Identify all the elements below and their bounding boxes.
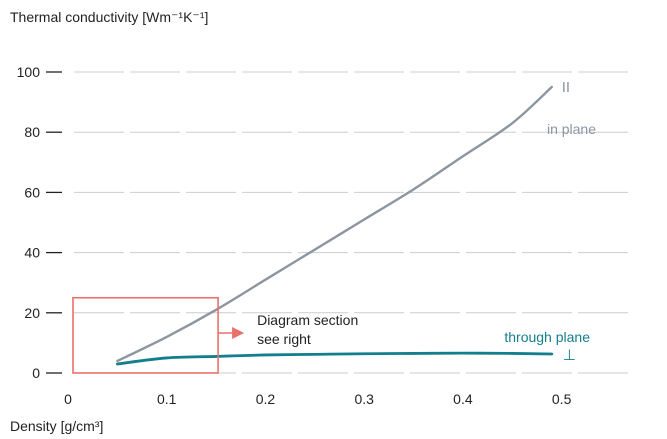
series-symbol: II <box>562 79 570 96</box>
x-tick-label: 0.3 <box>354 391 374 407</box>
annotation-group: Diagram section see right <box>72 296 358 374</box>
x-tick-label: 0.5 <box>552 391 572 407</box>
annotation-text-line1: Diagram section <box>257 312 358 328</box>
y-tick-label: 80 <box>24 124 40 140</box>
y-tick-label: 0 <box>32 365 40 381</box>
series-symbol: ⊥ <box>563 347 576 364</box>
y-tick-label: 100 <box>17 64 41 80</box>
x-axis-label: Density [g/cm³] <box>10 418 103 434</box>
grid <box>74 71 631 374</box>
x-tick-label: 0.2 <box>256 391 276 407</box>
y-axis-label: Thermal conductivity [Wm⁻¹K⁻¹] <box>10 9 208 25</box>
annotation-text-line2: see right <box>257 331 311 347</box>
annotation-box <box>72 296 219 374</box>
x-tick-label: 0.4 <box>453 391 473 407</box>
x-tick-label: 0.1 <box>157 391 177 407</box>
y-tick-label: 20 <box>24 305 40 321</box>
x-ticks: 0 0.1 0.2 0.3 0.4 0.5 <box>64 391 571 407</box>
y-tick-label: 60 <box>24 184 40 200</box>
x-tick-label: 0 <box>64 391 72 407</box>
y-tick-label: 40 <box>24 245 40 261</box>
series-group: II in plane ⊥ through plane <box>115 79 596 366</box>
series-line <box>115 351 554 366</box>
annotation-arrowhead <box>232 327 245 339</box>
y-ticks: 0 20 40 60 80 100 <box>17 64 62 381</box>
series-line <box>116 85 553 363</box>
series-label: in plane <box>547 121 596 137</box>
series-label: through plane <box>504 329 590 345</box>
